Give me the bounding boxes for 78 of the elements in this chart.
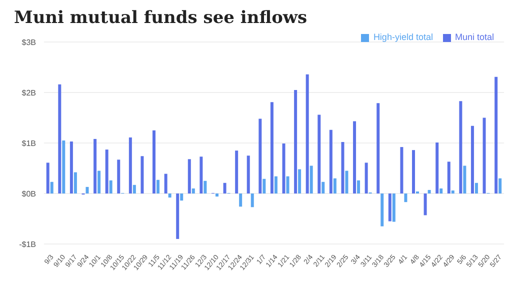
bar — [364, 162, 368, 194]
bar — [306, 74, 309, 194]
bar — [258, 118, 262, 194]
bar — [270, 102, 274, 194]
bar — [318, 114, 321, 194]
bar — [215, 194, 218, 197]
bar — [400, 147, 404, 194]
bar — [482, 118, 486, 194]
bar — [152, 130, 156, 194]
bar — [428, 190, 431, 194]
bar — [392, 194, 396, 222]
bar — [274, 176, 278, 194]
bar — [357, 180, 360, 194]
bar — [74, 172, 77, 194]
bar — [436, 142, 439, 194]
bar — [353, 121, 356, 194]
bar — [440, 188, 443, 194]
bar — [235, 150, 238, 194]
bar — [246, 156, 250, 194]
chart-title: Muni mutual funds see inflows — [14, 8, 308, 28]
bar — [168, 194, 172, 198]
bar — [286, 176, 290, 194]
bar — [345, 170, 348, 194]
bar — [404, 194, 408, 202]
bar — [262, 178, 266, 194]
bar — [322, 182, 325, 194]
bar — [424, 194, 427, 216]
bar — [376, 103, 380, 194]
bar — [498, 178, 502, 194]
bar — [109, 180, 112, 194]
bar — [388, 194, 392, 222]
bar — [140, 156, 144, 194]
bar — [333, 178, 336, 194]
bar — [62, 140, 66, 194]
bar — [105, 150, 108, 194]
bar — [117, 160, 120, 194]
bar — [282, 144, 286, 194]
bar — [494, 76, 498, 194]
bar — [128, 137, 132, 194]
bar — [223, 182, 226, 194]
bar — [46, 162, 50, 194]
bar — [132, 184, 136, 194]
bar — [94, 138, 97, 194]
bar — [470, 126, 474, 194]
bar — [380, 194, 384, 226]
bar — [204, 180, 207, 194]
bar — [86, 186, 89, 194]
bar — [329, 130, 332, 194]
y-tick-label: -$1B — [19, 240, 36, 249]
bar — [70, 141, 73, 194]
y-tick-label: $2B — [22, 88, 36, 98]
y-tick-label: $3B — [22, 38, 36, 47]
y-tick-label: $0B — [22, 189, 36, 198]
legend-label: Muni total — [454, 32, 494, 42]
bar — [176, 194, 180, 239]
bar — [294, 90, 298, 194]
bar — [447, 162, 450, 194]
bar — [50, 182, 54, 194]
bar — [180, 194, 184, 201]
bar — [412, 150, 415, 194]
bar — [459, 101, 462, 194]
bar — [239, 194, 242, 207]
legend-label: High-yield total — [373, 32, 433, 42]
bar — [250, 194, 254, 208]
bar — [451, 190, 454, 194]
bar — [98, 170, 101, 194]
y-tick-label: $1B — [22, 138, 36, 148]
bar — [192, 188, 195, 194]
bar — [200, 156, 203, 194]
bar — [310, 166, 313, 194]
bar — [341, 142, 344, 194]
bar — [463, 166, 466, 194]
bar — [164, 174, 168, 194]
bar — [58, 84, 62, 194]
bar — [298, 169, 302, 194]
bar — [188, 159, 191, 194]
bar — [474, 182, 478, 194]
bar — [156, 180, 160, 194]
